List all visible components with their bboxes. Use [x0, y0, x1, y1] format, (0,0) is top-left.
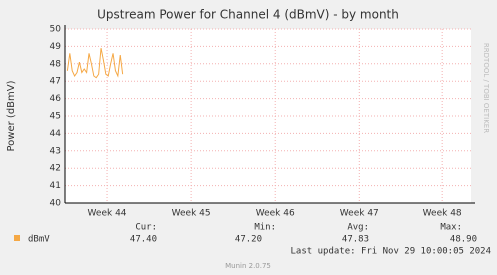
- data-line: [66, 48, 124, 79]
- y-tick-label: 48: [50, 59, 62, 69]
- legend-value: 47.40: [130, 235, 157, 245]
- y-tick-label: 41: [50, 181, 61, 191]
- y-tick-label: 46: [50, 94, 62, 104]
- y-tick-label: 43: [50, 146, 61, 156]
- y-tick-label: 47: [50, 77, 61, 87]
- y-tick-label: 50: [50, 25, 62, 35]
- plot-area: [65, 29, 471, 203]
- last-update: Last update: Fri Nov 29 10:00:05 2024: [291, 247, 491, 257]
- legend-value: 47.20: [235, 235, 262, 245]
- y-tick-label: 40: [50, 199, 62, 209]
- y-tick-label: 45: [50, 112, 61, 122]
- y-tick-label: 49: [50, 42, 62, 52]
- legend-header: Max:: [440, 223, 462, 233]
- y-tick-label: 44: [50, 129, 62, 139]
- x-tick-label: Week 44: [88, 209, 127, 219]
- legend-header: Cur:: [135, 223, 157, 233]
- legend-value: 47.83: [342, 235, 369, 245]
- chart-title: Upstream Power for Channel 4 (dBmV) - by…: [97, 8, 399, 22]
- footer: Munin 2.0.75: [225, 262, 271, 270]
- legend-swatch: [14, 235, 20, 241]
- x-tick-label: Week 46: [256, 209, 295, 219]
- x-tick-label: Week 48: [423, 209, 462, 219]
- grid: [65, 28, 471, 204]
- x-tick-label: Week 47: [340, 209, 379, 219]
- y-tick-label: 42: [50, 164, 61, 174]
- y-axis-label: Power (dBmV): [6, 80, 17, 151]
- x-tick-label: Week 45: [172, 209, 211, 219]
- legend-header: Min:: [254, 223, 276, 233]
- legend-value: 48.90: [450, 235, 477, 245]
- marks: [66, 48, 124, 79]
- watermark: RRDTOOL / TOBI OETIKER: [482, 43, 490, 133]
- legend-label: dBmV: [28, 235, 50, 245]
- legend-header: Avg:: [347, 223, 369, 233]
